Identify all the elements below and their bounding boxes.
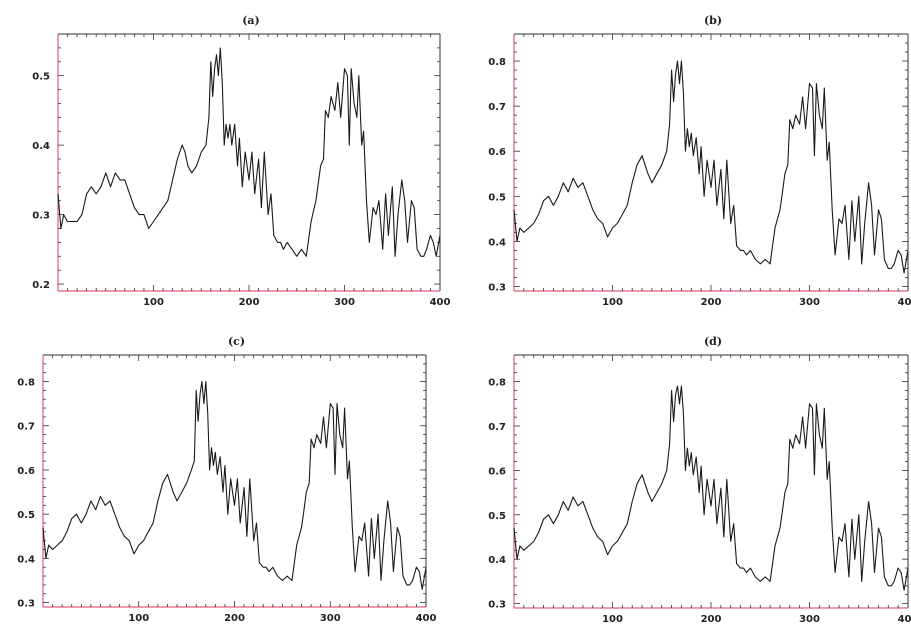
chart-a-x-tick-label: 200 bbox=[239, 297, 260, 308]
chart-b-y-tick-label: 0.3 bbox=[488, 282, 506, 293]
chart-c-x-tick-label: 100 bbox=[128, 613, 149, 624]
chart-a-x-tick-label: 100 bbox=[143, 297, 164, 308]
chart-b-y-tick-label: 0.5 bbox=[488, 192, 506, 203]
chart-c-x-tick-label: 300 bbox=[320, 613, 341, 624]
chart-d-y-tick-label: 0.6 bbox=[488, 466, 506, 477]
chart-d-series-line bbox=[513, 385, 909, 591]
chart-d-x-tick-label: 400 bbox=[898, 614, 911, 625]
chart-d-x-tick-label: 300 bbox=[799, 614, 820, 625]
chart-b-x-tick-label: 400 bbox=[898, 297, 911, 308]
chart-a-x-tick-label: 400 bbox=[430, 297, 451, 308]
chart-a-y-tick-label: 0.3 bbox=[32, 211, 50, 222]
chart-panel-d: (d) 100 200 300 400 0.3 0.4 0.5 0.6 0.7 0.8 bbox=[456, 322, 911, 643]
chart-d-y-tick-label: 0.3 bbox=[488, 600, 506, 611]
chart-d-svg: (d) 100 200 300 400 0.3 0.4 0.5 0.6 0.7 0.8 bbox=[488, 335, 911, 625]
chart-a-y-tick-label: 0.2 bbox=[32, 280, 50, 291]
chart-c-title: (c) bbox=[228, 335, 245, 348]
chart-b-y-tick-label: 0.7 bbox=[488, 102, 506, 113]
chart-d-y-tick-label: 0.8 bbox=[488, 378, 506, 389]
chart-b-svg: (b) 100 200 300 400 0.3 0.4 0.5 0.6 0.7 0.8 bbox=[488, 14, 911, 308]
chart-a-y-tick-label: 0.5 bbox=[32, 72, 50, 83]
chart-a-y-tick-label: 0.4 bbox=[32, 141, 50, 152]
chart-a-x-tick-label: 300 bbox=[334, 297, 355, 308]
chart-d-y-tick-label: 0.7 bbox=[488, 422, 506, 433]
chart-c-y-tick-label: 0.6 bbox=[17, 466, 35, 477]
chart-c-y-tick-label: 0.3 bbox=[17, 599, 35, 610]
chart-d-x-tick-label: 100 bbox=[602, 614, 623, 625]
chart-d-title: (d) bbox=[704, 335, 722, 348]
chart-a-title: (a) bbox=[242, 14, 260, 27]
chart-b-y-tick-label: 0.6 bbox=[488, 147, 506, 158]
chart-panel-c: (c) 100 200 300 400 0.3 0.4 0.5 0.6 0.7 0.8 bbox=[0, 322, 455, 643]
chart-d-x-tick-label: 200 bbox=[701, 614, 722, 625]
chart-b-x-tick-label: 100 bbox=[602, 297, 623, 308]
chart-c-series-line bbox=[42, 380, 427, 590]
chart-b-series-line bbox=[513, 60, 909, 274]
chart-c-y-tick-label: 0.4 bbox=[17, 554, 35, 565]
chart-c-y-tick-label: 0.8 bbox=[17, 378, 35, 389]
chart-d-y-tick-label: 0.5 bbox=[488, 511, 506, 522]
chart-b-title: (b) bbox=[704, 14, 722, 27]
chart-b-x-tick-label: 300 bbox=[799, 297, 820, 308]
chart-c-x-tick-label: 400 bbox=[416, 613, 437, 624]
chart-panel-a: (a) 100 200 300 400 0.2 0.3 0.4 0.5 bbox=[0, 0, 455, 320]
chart-c-y-tick-label: 0.5 bbox=[17, 510, 35, 521]
chart-a-svg: (a) 100 200 300 400 0.2 0.3 0.4 0.5 bbox=[32, 14, 451, 308]
chart-c-y-tick-label: 0.7 bbox=[17, 422, 35, 433]
chart-b-x-tick-label: 200 bbox=[701, 297, 722, 308]
chart-d-y-tick-label: 0.4 bbox=[488, 555, 506, 566]
chart-c-svg: (c) 100 200 300 400 0.3 0.4 0.5 0.6 0.7 0.8 bbox=[17, 335, 437, 624]
chart-c-x-tick-label: 200 bbox=[224, 613, 245, 624]
chart-b-y-tick-label: 0.8 bbox=[488, 57, 506, 68]
chart-a-series-line bbox=[57, 47, 441, 257]
chart-b-y-tick-label: 0.4 bbox=[488, 237, 506, 248]
chart-panel-b: (b) 100 200 300 400 0.3 0.4 0.5 0.6 0.7 0.8 bbox=[456, 0, 911, 320]
